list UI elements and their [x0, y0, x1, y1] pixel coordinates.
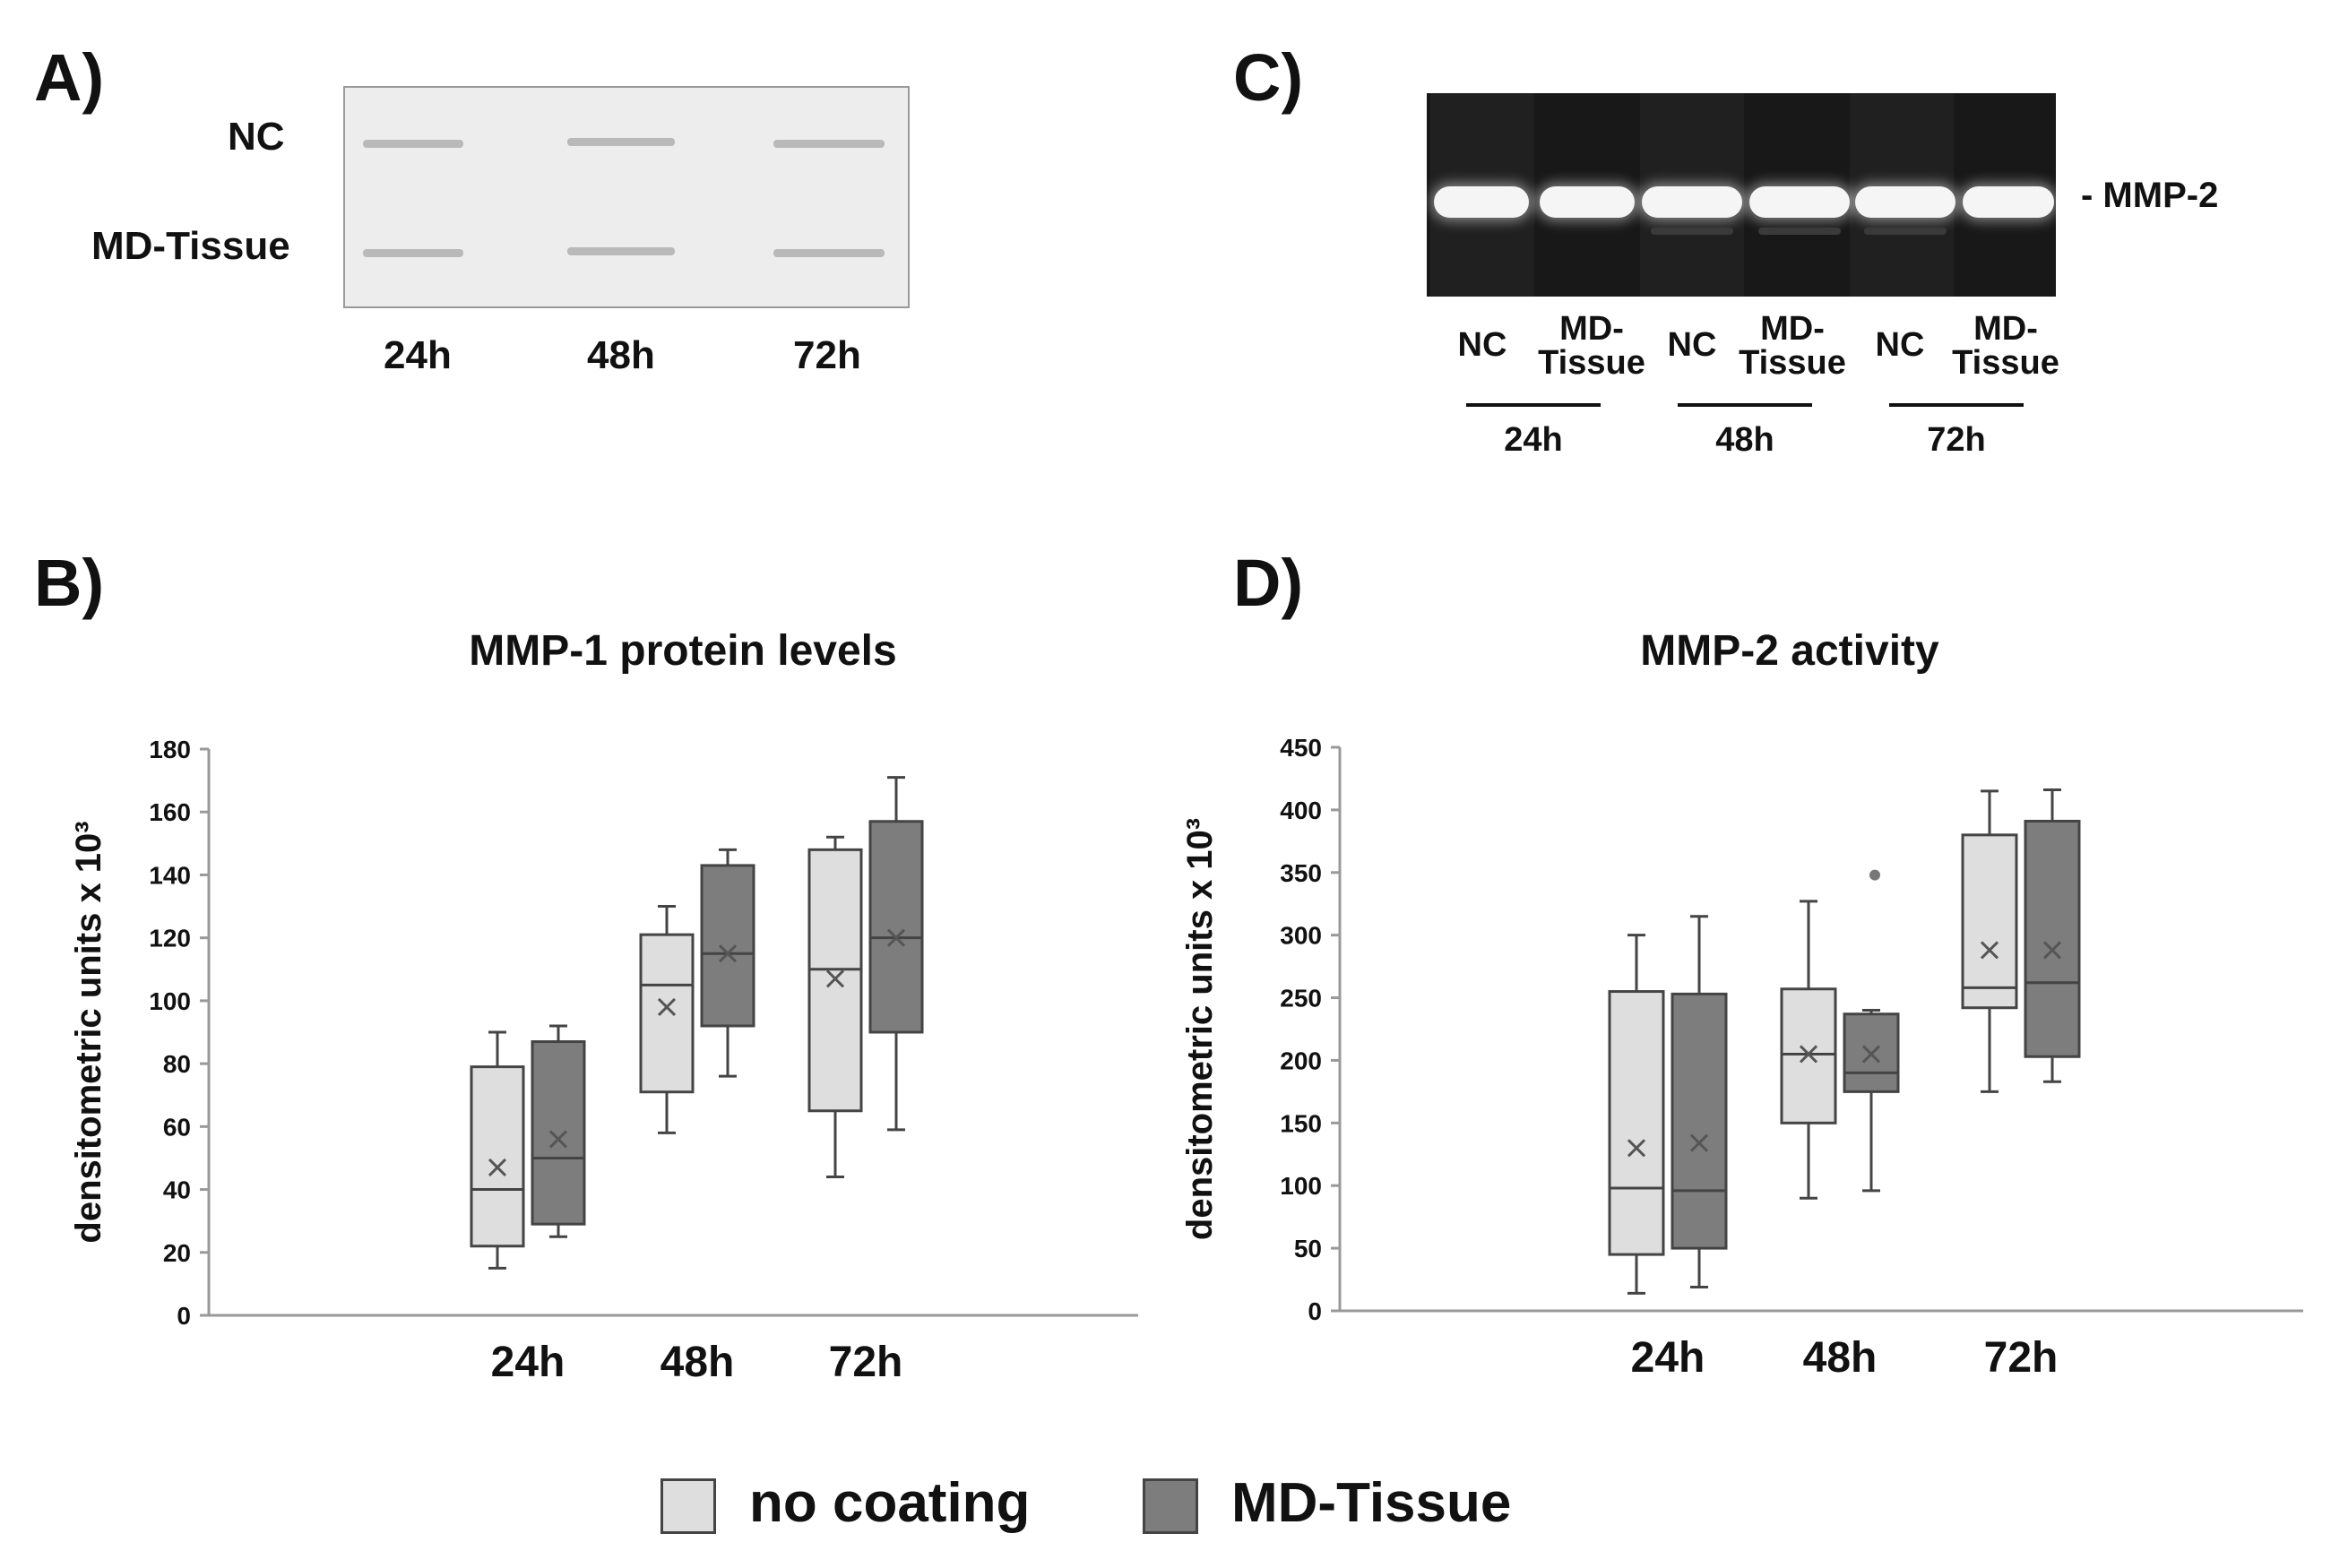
y-tick-label: 100	[149, 987, 191, 1015]
mean-marker	[1799, 1045, 1818, 1064]
legend-label-no-coating: no coating	[749, 1472, 1031, 1534]
y-tick-label: 60	[163, 1113, 191, 1141]
blot-a-lane-label-72h: 72h	[793, 333, 861, 377]
x-tick-label: 24h	[491, 1339, 565, 1386]
zymography-image	[1427, 93, 2056, 297]
panel-c-label: C)	[1233, 40, 1304, 115]
mean-marker	[1627, 1139, 1646, 1158]
blot-a-lane-label-48h: 48h	[587, 333, 655, 377]
legend-swatch-no-coating	[660, 1478, 716, 1534]
x-tick-label: 72h	[1984, 1334, 2059, 1382]
c-group-label-24h: 24h	[1504, 421, 1563, 459]
y-tick-label: 50	[1294, 1235, 1322, 1262]
outlier-point	[1869, 869, 1880, 881]
y-tick-label: 200	[1280, 1047, 1322, 1074]
x-tick-label: 24h	[1631, 1334, 1705, 1382]
mean-marker	[548, 1130, 568, 1149]
mean-marker	[488, 1158, 507, 1177]
y-tick-label: 400	[1280, 797, 1322, 824]
gel-band	[1963, 186, 2054, 218]
legend-swatch-md-tissue	[1143, 1478, 1198, 1534]
c-lane-label-nc: NC	[1875, 326, 1925, 364]
mean-marker	[718, 944, 738, 963]
mmp1-boxplot-chart: MMP-1 protein levels densitometric units …	[69, 627, 1138, 1386]
blot-band	[773, 249, 885, 257]
chart-title: MMP-1 protein levels	[469, 627, 896, 675]
box-iqr	[639, 933, 695, 1094]
c-group-label-48h: 48h	[1715, 421, 1774, 459]
mean-marker	[657, 997, 677, 1016]
mean-marker	[1689, 1133, 1709, 1152]
blot-a-lane-label-24h: 24h	[384, 333, 452, 377]
x-tick-label: 72h	[829, 1339, 903, 1386]
group-underline	[1678, 403, 1812, 407]
y-tick-label: 120	[149, 925, 191, 952]
gel-band-faint	[1864, 228, 1947, 235]
blot-band	[567, 138, 675, 146]
c-lane-label-md-tissue: MD- Tissue	[1739, 310, 1846, 382]
box-iqr	[1671, 992, 1728, 1250]
y-tick-label: 450	[1280, 734, 1322, 762]
blot-band	[363, 140, 463, 148]
blot-a-row-label-md-tissue: MD-Tissue	[91, 224, 290, 268]
c-lane-label-md-tissue: MD- Tissue	[1952, 310, 2059, 382]
panel-a-label: A)	[34, 40, 105, 115]
box-iqr	[470, 1065, 525, 1248]
blot-band	[773, 140, 885, 148]
mean-marker	[886, 928, 906, 947]
mmp2-boxplot-chart: MMP-2 activity densitometric units x 10³ 0…	[1180, 627, 2303, 1382]
box-iqr	[1961, 833, 2018, 1010]
mean-marker	[1861, 1045, 1881, 1064]
y-tick-label: 80	[163, 1050, 191, 1078]
blot-a-row-label-nc: NC	[228, 115, 285, 159]
mean-marker	[825, 969, 845, 988]
gel-band	[1642, 186, 1742, 218]
x-tick-label: 48h	[1803, 1334, 1878, 1382]
chart-title: MMP-2 activity	[1640, 627, 1939, 675]
panel-b-label: B)	[34, 546, 105, 620]
y-tick-label: 40	[163, 1176, 191, 1204]
gel-band	[1434, 186, 1529, 218]
blot-band	[363, 249, 463, 257]
y-tick-label: 0	[177, 1302, 191, 1330]
gel-band-faint	[1651, 228, 1733, 235]
box-iqr	[2024, 819, 2081, 1058]
c-lane-label-md-tissue: MD- Tissue	[1538, 310, 1645, 382]
box-iqr	[1608, 990, 1665, 1256]
y-tick-label: 350	[1280, 859, 1322, 887]
y-tick-label: 180	[149, 736, 191, 763]
y-tick-label: 250	[1280, 985, 1322, 1012]
group-underline	[1889, 403, 2024, 407]
c-lane-label-nc: NC	[1667, 326, 1717, 364]
y-tick-label: 300	[1280, 922, 1322, 950]
y-tick-label: 20	[163, 1239, 191, 1267]
x-tick-label: 48h	[660, 1339, 735, 1386]
c-lane-label-nc: NC	[1457, 326, 1507, 364]
panel-d-label: D)	[1233, 546, 1304, 620]
y-tick-label: 0	[1308, 1297, 1322, 1325]
box-iqr	[531, 1040, 586, 1226]
c-group-label-72h: 72h	[1927, 421, 1986, 459]
y-tick-label: 150	[1280, 1109, 1322, 1137]
gel-band	[1540, 186, 1635, 218]
y-tick-label: 160	[149, 798, 191, 826]
blot-band	[567, 247, 675, 255]
y-tick-label: 100	[1280, 1172, 1322, 1200]
legend-label-md-tissue: MD-Tissue	[1231, 1472, 1512, 1534]
zymography-band-label: - MMP-2	[2081, 176, 2219, 215]
gel-band	[1749, 186, 1850, 218]
gel-band-faint	[1758, 228, 1841, 235]
y-tick-label: 140	[149, 861, 191, 889]
box-iqr	[700, 864, 755, 1028]
group-underline	[1466, 403, 1601, 407]
box-iqr	[868, 820, 924, 1034]
mean-marker	[1980, 941, 1999, 960]
y-axis-label: densitometric units x 10³	[1180, 818, 1220, 1240]
gel-band	[1855, 186, 1955, 218]
y-axis-label: densitometric units x 10³	[69, 821, 108, 1243]
mean-marker	[2042, 941, 2062, 960]
western-blot-image	[343, 86, 910, 308]
